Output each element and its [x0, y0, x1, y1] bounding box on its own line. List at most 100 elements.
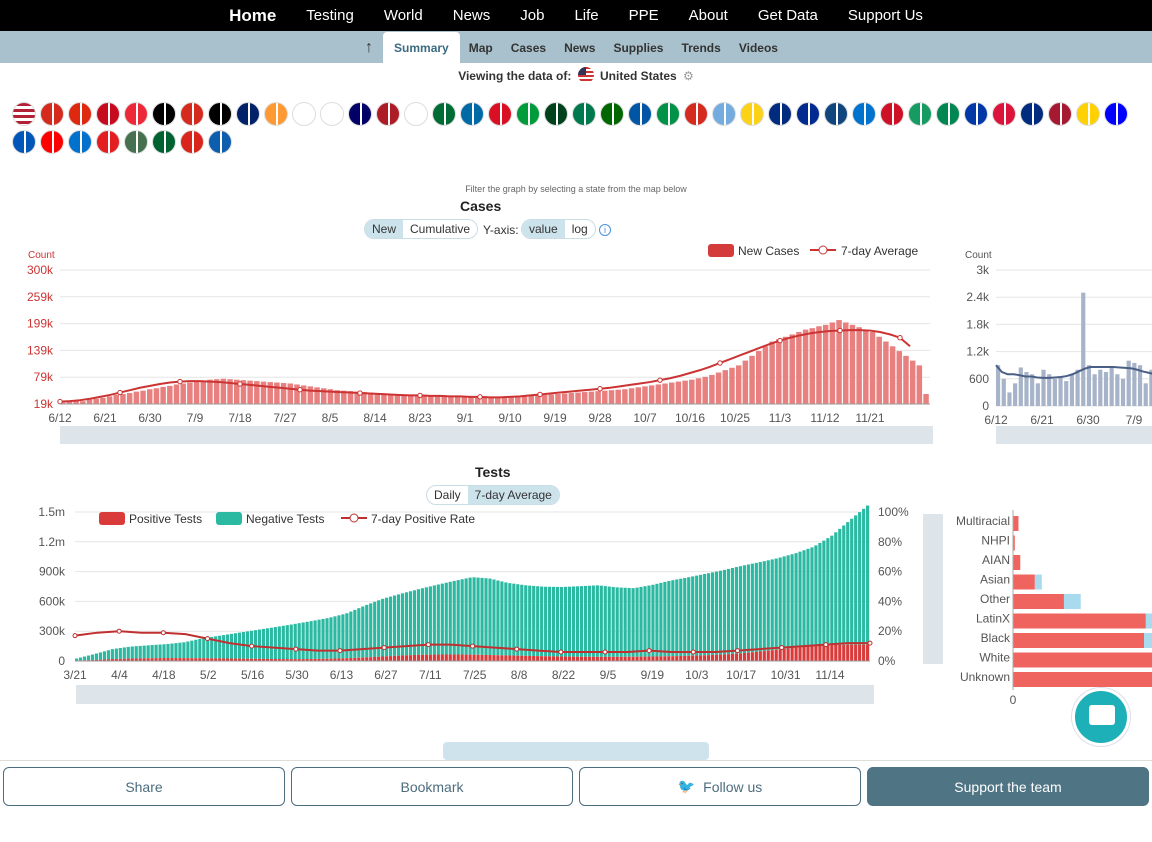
toggle-7day-average[interactable]: 7-day Average [467, 486, 559, 504]
cases-bar [883, 341, 889, 404]
bookmark-button[interactable]: Bookmark [291, 767, 573, 806]
nav-ppe[interactable]: PPE [628, 7, 659, 24]
hn-flag-icon[interactable] [852, 102, 876, 126]
cases-bar [729, 367, 735, 404]
ec-flag-icon[interactable] [1076, 102, 1100, 126]
toggle-value[interactable]: value [522, 220, 565, 238]
fr-flag-icon[interactable] [628, 102, 652, 126]
hr-flag-icon[interactable] [40, 130, 64, 154]
follow-us-button[interactable]: 🐦 Follow us [579, 767, 861, 806]
arrow-up-icon[interactable]: ↑ [365, 39, 374, 56]
support-the-team-button[interactable]: Support the team [867, 767, 1149, 806]
average-point [357, 390, 363, 396]
za-flag-icon[interactable] [572, 102, 596, 126]
chat-icon[interactable] [1072, 688, 1130, 746]
th-flag-icon[interactable] [1048, 102, 1072, 126]
toggle-log[interactable]: log [571, 222, 588, 236]
nav-support-us[interactable]: Support Us [847, 7, 923, 24]
jp-flag-icon[interactable] [292, 102, 316, 126]
nav-news[interactable]: News [452, 7, 491, 24]
tab-news[interactable]: News [564, 41, 596, 55]
cn-flag-icon[interactable] [68, 102, 92, 126]
negative-bar [619, 587, 623, 657]
nav-testing[interactable]: Testing [306, 7, 354, 24]
br-flag-icon[interactable] [516, 102, 540, 126]
negative-bar [122, 647, 126, 659]
tab-supplies[interactable]: Supplies [613, 41, 664, 55]
positive-bar [198, 658, 202, 661]
al-flag-icon[interactable] [96, 130, 120, 154]
nav-life[interactable]: Life [574, 7, 599, 24]
toggle-cumulative[interactable]: Cumulative [410, 222, 471, 236]
ru-flag-icon[interactable] [404, 102, 428, 126]
ca-flag-icon[interactable] [40, 102, 64, 126]
gb-flag-icon[interactable] [236, 102, 260, 126]
ua-flag-icon[interactable] [12, 130, 36, 154]
tab-map[interactable]: Map [468, 41, 493, 55]
tab-summary[interactable]: Summary [383, 32, 460, 63]
co-flag-icon[interactable] [740, 102, 764, 126]
dz-flag-icon[interactable] [152, 130, 176, 154]
negative-bar [349, 611, 353, 659]
ie-flag-icon[interactable] [908, 102, 932, 126]
nl-flag-icon[interactable] [376, 102, 400, 126]
nav-get-data[interactable]: Get Data [757, 7, 818, 24]
ar-flag-icon[interactable] [712, 102, 736, 126]
share-button[interactable]: Share [3, 767, 285, 806]
toggle-daily[interactable]: Daily [434, 488, 461, 502]
nav-world[interactable]: World [383, 7, 423, 24]
pt-flag-icon[interactable] [600, 102, 624, 126]
toggle-new[interactable]: New [365, 220, 404, 238]
tab-cases[interactable]: Cases [510, 41, 547, 55]
gear-icon[interactable]: ⚙ [683, 69, 694, 83]
ng-flag-icon[interactable] [936, 102, 960, 126]
nav-about[interactable]: About [688, 7, 728, 24]
negative-bar [703, 574, 707, 656]
id-flag-icon[interactable] [880, 102, 904, 126]
my-flag-icon[interactable] [348, 102, 372, 126]
tab-videos[interactable]: Videos [738, 41, 778, 55]
side-bar [1103, 372, 1109, 406]
cr-flag-icon[interactable] [768, 102, 792, 126]
be-flag-icon[interactable] [152, 102, 176, 126]
cz-flag-icon[interactable] [824, 102, 848, 126]
gr-flag-icon[interactable] [208, 130, 232, 154]
ch-flag-icon[interactable] [180, 102, 204, 126]
info-icon[interactable]: i [599, 224, 611, 236]
cases-bar [515, 396, 521, 404]
nav-home[interactable]: Home [229, 5, 277, 25]
ro-flag-icon[interactable] [1020, 102, 1044, 126]
negative-bar [540, 586, 544, 657]
negative-bar [154, 644, 158, 659]
viewing-country-name[interactable]: United States [600, 69, 677, 83]
es-flag-icon[interactable] [96, 102, 120, 126]
ee-flag-icon[interactable] [68, 130, 92, 154]
sa-flag-icon[interactable] [432, 102, 456, 126]
si-flag-icon[interactable] [1104, 102, 1128, 126]
negative-bar [218, 635, 222, 659]
de-flag-icon[interactable] [208, 102, 232, 126]
se-flag-icon[interactable] [460, 102, 484, 126]
positive-bar [663, 656, 667, 661]
ph-flag-icon[interactable] [964, 102, 988, 126]
negative-bar [305, 621, 309, 660]
nav-job[interactable]: Job [520, 7, 545, 24]
cases-bar [863, 329, 869, 404]
pl-flag-icon[interactable] [992, 102, 1016, 126]
negative-bar [138, 645, 142, 659]
it-flag-icon[interactable] [656, 102, 680, 126]
us-flag-icon[interactable] [12, 102, 36, 126]
pk-flag-icon[interactable] [544, 102, 568, 126]
at-flag-icon[interactable] [124, 102, 148, 126]
cu-flag-icon[interactable] [796, 102, 820, 126]
bo-flag-icon[interactable] [684, 102, 708, 126]
kr-flag-icon[interactable] [320, 102, 344, 126]
hu-flag-icon[interactable] [124, 130, 148, 154]
vn-flag-icon[interactable] [180, 130, 204, 154]
pe-flag-icon[interactable] [488, 102, 512, 126]
negative-bar [484, 578, 488, 655]
positive-bar [500, 655, 504, 661]
tab-trends[interactable]: Trends [681, 41, 721, 55]
in-flag-icon[interactable] [264, 102, 288, 126]
positive-bar [691, 655, 695, 661]
